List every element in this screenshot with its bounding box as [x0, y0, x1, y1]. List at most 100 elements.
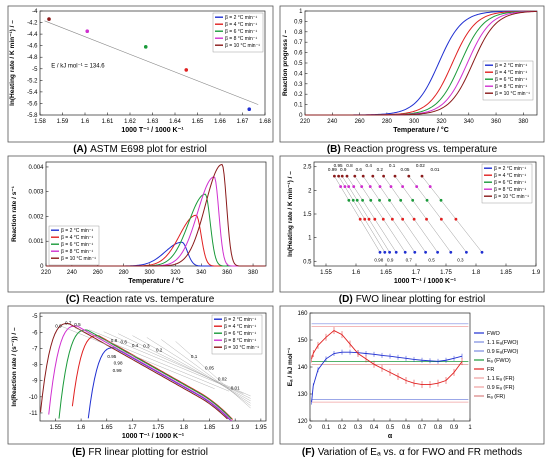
y-tick-label: -4.8 [27, 55, 38, 61]
data-point [390, 217, 394, 221]
data-point [360, 185, 364, 188]
data-point [353, 174, 357, 178]
data-point [480, 250, 484, 254]
panel-c-plot: 220 240 260 280 300 320 340 360 380 0 0.001 0.002 0.… [11, 161, 267, 285]
legend-e-label: β = 4 °C min⁻¹ [224, 324, 256, 330]
y-tick-label: -9 [32, 379, 38, 385]
x-tick-label: 1 [468, 425, 472, 431]
x-tick-label: 280 [119, 270, 130, 276]
x-tick-label: 380 [248, 270, 259, 276]
iso-conversion-line [89, 329, 244, 394]
data-point [143, 45, 148, 49]
x-tick-label: 340 [464, 119, 475, 125]
x-tick-label: 320 [170, 270, 181, 276]
data-point [373, 217, 377, 221]
data-point [394, 250, 398, 254]
x-tick-label: 1.66 [214, 119, 226, 125]
panel-e-caption: (E) FR linear plotting for estriol [72, 447, 208, 458]
data-point [382, 174, 385, 178]
y-tick-label: -5.6 [27, 101, 38, 107]
iso-conversion-line [383, 176, 438, 253]
series-line [71, 335, 233, 420]
x-tick-label: 0.4 [370, 425, 379, 431]
series-line [46, 163, 266, 267]
y-tick-label: 0.001 [28, 239, 44, 245]
y-tick-label: -7 [32, 346, 38, 352]
x-tick-label: 0 [308, 425, 312, 431]
y-tick-label: 160 [297, 311, 308, 317]
data-point [388, 198, 391, 202]
series-line [58, 329, 232, 420]
x-tick-label: 1.63 [147, 119, 159, 125]
y-tick-label: 1 [299, 9, 303, 15]
y-tick-label: -11 [29, 411, 38, 417]
alpha-label: 0.6 [121, 340, 128, 345]
panel-c-frame [7, 155, 274, 293]
alpha-label: 0.2 [156, 348, 163, 353]
iso-conversion-line [362, 176, 416, 253]
data-point [378, 198, 381, 202]
data-point [454, 217, 458, 221]
legend-b-label: β = 4 °C min⁻¹ [495, 70, 527, 76]
x-axis-label: 1000 T⁻¹ / 1000 K⁻¹ [121, 127, 184, 134]
x-tick-label: 300 [409, 119, 420, 125]
x-tick-label: 1.7 [412, 270, 421, 276]
x-tick-label: 0.6 [402, 425, 411, 431]
legend-f-label: 0.9 Eₐ(FWO) [487, 349, 519, 355]
data-point [347, 198, 351, 202]
alpha-label: 0.98 [114, 361, 123, 366]
alpha-label: 0.7 [406, 257, 413, 262]
x-tick-label: 0.2 [338, 425, 347, 431]
panel-a: 1.58 1.59 1.6 1.61 1.62 1.63 1.64 1.65 1.66 1.67 1… [7, 5, 274, 155]
y-axis-label: Eₐ / kJ mol⁻¹ [287, 348, 294, 386]
iso-conversion-line [117, 333, 251, 399]
iso-conversion-line [132, 335, 251, 402]
data-point [339, 185, 343, 188]
data-point [337, 174, 340, 178]
data-point [411, 198, 415, 202]
alpha-label: 0.9 [55, 324, 62, 329]
legend-f-label: FR [487, 367, 494, 373]
x-tick-label: 1.8 [472, 270, 481, 276]
y-tick-label: 2.5 [303, 165, 312, 171]
y-tick-label: 0.5 [294, 61, 303, 67]
data-point [381, 217, 385, 221]
y-tick-label: -4.2 [27, 21, 38, 27]
data-point [465, 250, 468, 254]
iso-conversion-line [103, 331, 251, 397]
data-point [361, 174, 365, 178]
iso-conversion-line [60, 325, 215, 389]
data-point [343, 185, 347, 188]
data-point [439, 198, 443, 202]
x-tick-label: 260 [355, 119, 366, 125]
x-tick-label: 1.68 [259, 119, 271, 125]
alpha-label: 0.9 [340, 167, 347, 172]
x-tick-label: 320 [436, 119, 447, 125]
legend-f-label: Eₐ (FWO) [487, 358, 511, 364]
x-tick-label: 1.55 [320, 270, 332, 276]
x-tick-label: 1.6 [77, 425, 86, 431]
data-point [340, 174, 344, 178]
y-tick-label: 0.4 [294, 71, 303, 77]
y-axis-label: ln(Reaction rate / (s⁻¹)) / – [11, 327, 18, 407]
x-tick-label: 1.55 [50, 425, 62, 431]
alpha-label: 0.5 [74, 322, 81, 327]
series-line [305, 10, 538, 116]
y-tick-label: 130 [297, 392, 308, 398]
panel-e: 1.55 1.6 1.65 1.7 1.75 1.8 1.85 1.9 1.95 -5 -6 -7 -8… [7, 305, 274, 458]
legend-f-label: Eₐ (FR) [487, 394, 505, 400]
panel-f: 0 0.1 0.2 0.3 0.4 0.5 0.6 0.7 0.8 0.9 1 120 130 140 15… [279, 305, 545, 458]
data-point [47, 17, 51, 21]
legend-d-label: β = 6 °C min⁻¹ [494, 180, 526, 186]
y-tick-label: 0.004 [28, 165, 44, 171]
alpha-label: 0.8 [346, 163, 353, 168]
data-point [378, 250, 382, 254]
iso-conversion-line [341, 176, 390, 253]
x-tick-label: 240 [327, 119, 338, 125]
alpha-label: 0.05 [401, 167, 410, 172]
data-point [439, 217, 443, 221]
alpha-label: 0.02 [218, 377, 227, 382]
data-point [399, 198, 403, 202]
x-tick-label: 380 [518, 119, 529, 125]
data-point [436, 250, 439, 254]
